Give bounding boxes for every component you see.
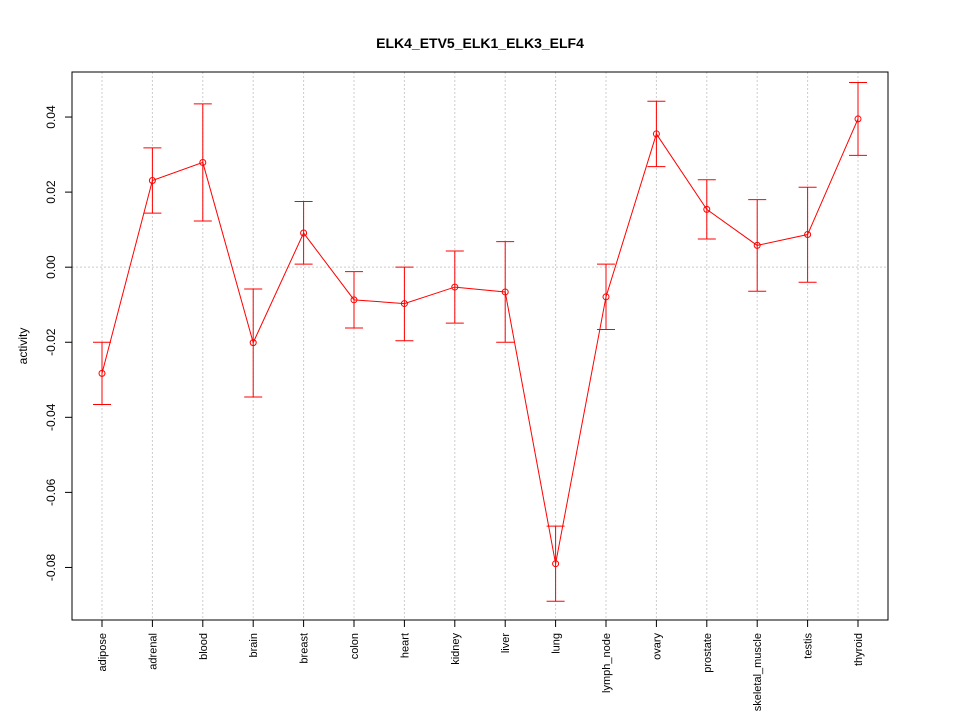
data-point-brain	[249, 339, 257, 347]
x-tick-label-blood: blood	[198, 633, 210, 660]
y-tick-label: -0.04	[44, 403, 58, 431]
data-point-prostate	[703, 205, 711, 213]
data-point-heart	[400, 300, 408, 308]
series-line	[101, 118, 859, 564]
x-tick-label-skeletal_muscle: skeletal_muscle	[752, 633, 764, 711]
x-axis: adipose adrenal blood brain breast colon heart…	[97, 619, 865, 711]
plot-border	[71, 71, 889, 621]
chart-title: ELK4_ETV5_ELK1_ELK3_ELF4	[376, 35, 584, 51]
y-tick-label: -0.08	[44, 553, 58, 581]
x-tick-label-lymph_node: lymph_node	[601, 633, 613, 693]
grid	[72, 72, 888, 620]
x-tick-label-liver: liver	[500, 633, 512, 654]
x-tick-label-heart: heart	[399, 633, 411, 658]
x-tick-label-colon: colon	[349, 633, 361, 659]
y-tick-label: -0.06	[44, 478, 58, 506]
x-tick-label-prostate: prostate	[702, 633, 714, 673]
data-point-lung	[552, 560, 560, 568]
x-tick-label-ovary: ovary	[651, 633, 663, 660]
x-tick-label-lung: lung	[551, 633, 563, 654]
data-point-adrenal	[148, 176, 156, 184]
data-point-adipose	[98, 369, 106, 377]
x-tick-label-adrenal: adrenal	[147, 633, 159, 670]
data-point-liver	[501, 288, 509, 296]
x-tick-label-thyroid: thyroid	[853, 633, 865, 666]
x-tick-label-brain: brain	[248, 633, 260, 657]
y-tick-label: 0.02	[44, 180, 58, 204]
data-point-skeletal_muscle	[753, 241, 761, 249]
y-tick-label: 0.00	[44, 255, 58, 279]
data-point-colon	[350, 296, 358, 304]
x-tick-label-breast: breast	[299, 633, 311, 664]
x-tick-label-adipose: adipose	[97, 633, 109, 672]
x-tick-label-testis: testis	[803, 633, 815, 659]
data-point-breast	[300, 229, 308, 237]
y-axis: -0.08 -0.06 -0.04 -0.02 0.00 0.02 0.04	[44, 105, 73, 581]
data-point-lymph_node	[602, 293, 610, 301]
data-point-kidney	[451, 283, 459, 291]
y-tick-label: 0.04	[44, 105, 58, 129]
x-tick-label-kidney: kidney	[450, 633, 462, 665]
data-point-testis	[804, 231, 812, 239]
data-point-blood	[199, 158, 207, 166]
data-point-ovary	[652, 130, 660, 138]
y-tick-label: -0.02	[44, 328, 58, 356]
series	[93, 82, 867, 602]
data-point-thyroid	[854, 115, 862, 123]
y-axis-label: activity	[16, 328, 30, 365]
